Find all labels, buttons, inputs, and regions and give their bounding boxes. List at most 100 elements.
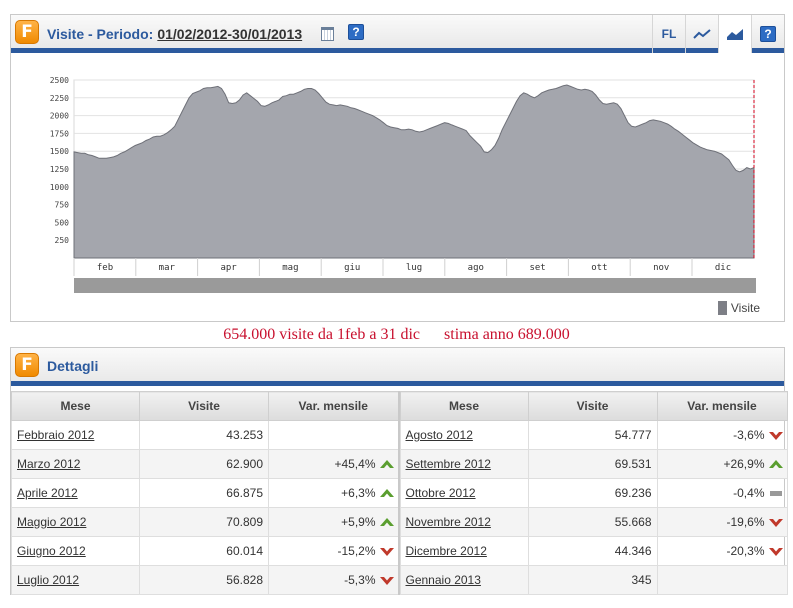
series-area-visite <box>73 84 755 259</box>
variation-cell: -15,2% <box>268 536 399 566</box>
fl-button[interactable]: FL <box>652 15 685 53</box>
details-panel-header: F Dettagli <box>11 348 784 386</box>
month-link[interactable]: Giugno 2012 <box>17 544 86 558</box>
y-tick-label: 1500 <box>50 147 69 156</box>
variation-value: -5,3% <box>344 573 376 587</box>
table-row: Febbraio 2012 43.253 <box>11 420 399 450</box>
y-tick-label: 2500 <box>50 76 69 85</box>
table-row: Dicembre 2012 44.346 -20,3% <box>399 536 788 566</box>
table-row: Maggio 2012 70.809 +5,9% <box>11 507 399 537</box>
visits-cell: 66.875 <box>139 478 269 508</box>
help-icon[interactable]: ? <box>348 24 364 40</box>
details-panel: F Dettagli Mese Visite Var. mensile Febb… <box>10 347 788 595</box>
range-scrollbar[interactable] <box>74 278 756 293</box>
period-range-link[interactable]: 01/02/2012-30/01/2013 <box>157 26 303 42</box>
month-cell: Ottobre 2012 <box>399 478 529 508</box>
x-tick-label: nov <box>653 263 669 273</box>
x-tick-label: set <box>529 263 545 273</box>
area-chart-button[interactable] <box>718 15 751 53</box>
trend-down-icon <box>768 431 783 441</box>
visits-cell: 56.828 <box>139 565 269 595</box>
visits-cell: 44.346 <box>527 536 658 566</box>
month-cell: Gennaio 2013 <box>399 565 529 595</box>
legend-label: Visite <box>730 301 760 315</box>
month-cell: Dicembre 2012 <box>399 536 529 566</box>
help-toolbar-button[interactable]: ? <box>751 15 784 53</box>
table-row: Gennaio 2013 345 <box>399 565 788 595</box>
x-tick-label: apr <box>220 263 237 273</box>
chart-title: Visite - Periodo: 01/02/2012-30/01/2013 <box>47 26 302 42</box>
trend-down-icon <box>379 576 394 586</box>
chart-panel: F Visite - Periodo: 01/02/2012-30/01/2013… <box>10 14 785 322</box>
month-cell: Febbraio 2012 <box>11 420 140 450</box>
y-tick-label: 1000 <box>50 183 69 192</box>
y-tick-label: 2250 <box>50 94 69 103</box>
table-row: Aprile 2012 66.875 +6,3% <box>11 478 399 508</box>
variation-cell <box>656 565 788 595</box>
visits-cell: 62.900 <box>139 449 269 479</box>
x-tick-label: mag <box>282 263 298 273</box>
month-link[interactable]: Aprile 2012 <box>17 486 78 500</box>
variation-value: -3,6% <box>733 428 765 442</box>
trend-up-icon <box>379 518 394 527</box>
month-cell: Marzo 2012 <box>11 449 140 479</box>
month-link[interactable]: Maggio 2012 <box>17 515 87 529</box>
table-row: Agosto 2012 54.777 -3,6% <box>399 420 788 450</box>
variation-value: +6,3% <box>341 486 376 500</box>
visits-cell: 60.014 <box>139 536 269 566</box>
variation-cell: -0,4% <box>656 478 788 508</box>
x-tick-label: giu <box>344 263 360 273</box>
col-header-visite[interactable]: Visite <box>139 391 269 421</box>
col-header-mese[interactable]: Mese <box>11 391 140 421</box>
month-link[interactable]: Agosto 2012 <box>405 428 473 442</box>
col-header-mese[interactable]: Mese <box>399 391 529 421</box>
visits-cell: 345 <box>527 565 658 595</box>
col-header-var[interactable]: Var. mensile <box>656 391 788 421</box>
y-tick-label: 750 <box>55 201 70 210</box>
trend-down-icon <box>768 547 783 557</box>
chart-toolbar: FL ? <box>652 15 784 53</box>
visits-cell: 43.253 <box>139 420 269 450</box>
details-title: Dettagli <box>47 358 99 374</box>
variation-value: +26,9% <box>723 457 765 471</box>
x-tick-label: ago <box>468 263 484 273</box>
month-link[interactable]: Ottobre 2012 <box>405 486 476 500</box>
month-link[interactable]: Novembre 2012 <box>405 515 491 529</box>
col-header-var[interactable]: Var. mensile <box>268 391 399 421</box>
month-cell: Agosto 2012 <box>399 420 529 450</box>
month-link[interactable]: Luglio 2012 <box>17 573 80 587</box>
year-estimate-text: stima anno 689.000 <box>444 326 570 343</box>
col-header-visite[interactable]: Visite <box>527 391 658 421</box>
y-tick-label: 1250 <box>50 165 69 174</box>
month-cell: Novembre 2012 <box>399 507 529 537</box>
visits-summary: 654.000 visite da 1feb a 31 dic stima an… <box>0 326 793 344</box>
month-cell: Settembre 2012 <box>399 449 529 479</box>
y-tick-label: 2000 <box>50 112 69 121</box>
details-tables: Mese Visite Var. mensile Febbraio 2012 43… <box>11 391 788 595</box>
x-tick-label: ott <box>591 263 607 273</box>
trend-up-icon <box>379 460 394 469</box>
month-link[interactable]: Gennaio 2013 <box>405 573 481 587</box>
month-cell: Maggio 2012 <box>11 507 140 537</box>
month-link[interactable]: Dicembre 2012 <box>405 544 487 558</box>
variation-cell: +45,4% <box>268 449 399 479</box>
month-link[interactable]: Settembre 2012 <box>405 457 491 471</box>
trend-up-icon <box>768 460 783 469</box>
calendar-icon[interactable] <box>321 27 334 41</box>
month-cell: Aprile 2012 <box>11 478 140 508</box>
table-row: Ottobre 2012 69.236 -0,4% <box>399 478 788 508</box>
table-row: Giugno 2012 60.014 -15,2% <box>11 536 399 566</box>
help-icon: ? <box>760 26 776 42</box>
variation-value: +5,9% <box>341 515 376 529</box>
line-chart-button[interactable] <box>685 15 718 53</box>
variation-cell <box>268 420 399 450</box>
month-link[interactable]: Febbraio 2012 <box>17 428 95 442</box>
table-row: Luglio 2012 56.828 -5,3% <box>11 565 399 595</box>
x-tick-label: mar <box>159 263 176 273</box>
table-row: Marzo 2012 62.900 +45,4% <box>11 449 399 479</box>
month-link[interactable]: Marzo 2012 <box>17 457 81 471</box>
legend-swatch <box>717 301 727 315</box>
variation-cell: +26,9% <box>656 449 788 479</box>
chart-panel-header: F Visite - Periodo: 01/02/2012-30/01/2013… <box>11 15 784 53</box>
trend-down-icon <box>768 518 783 528</box>
